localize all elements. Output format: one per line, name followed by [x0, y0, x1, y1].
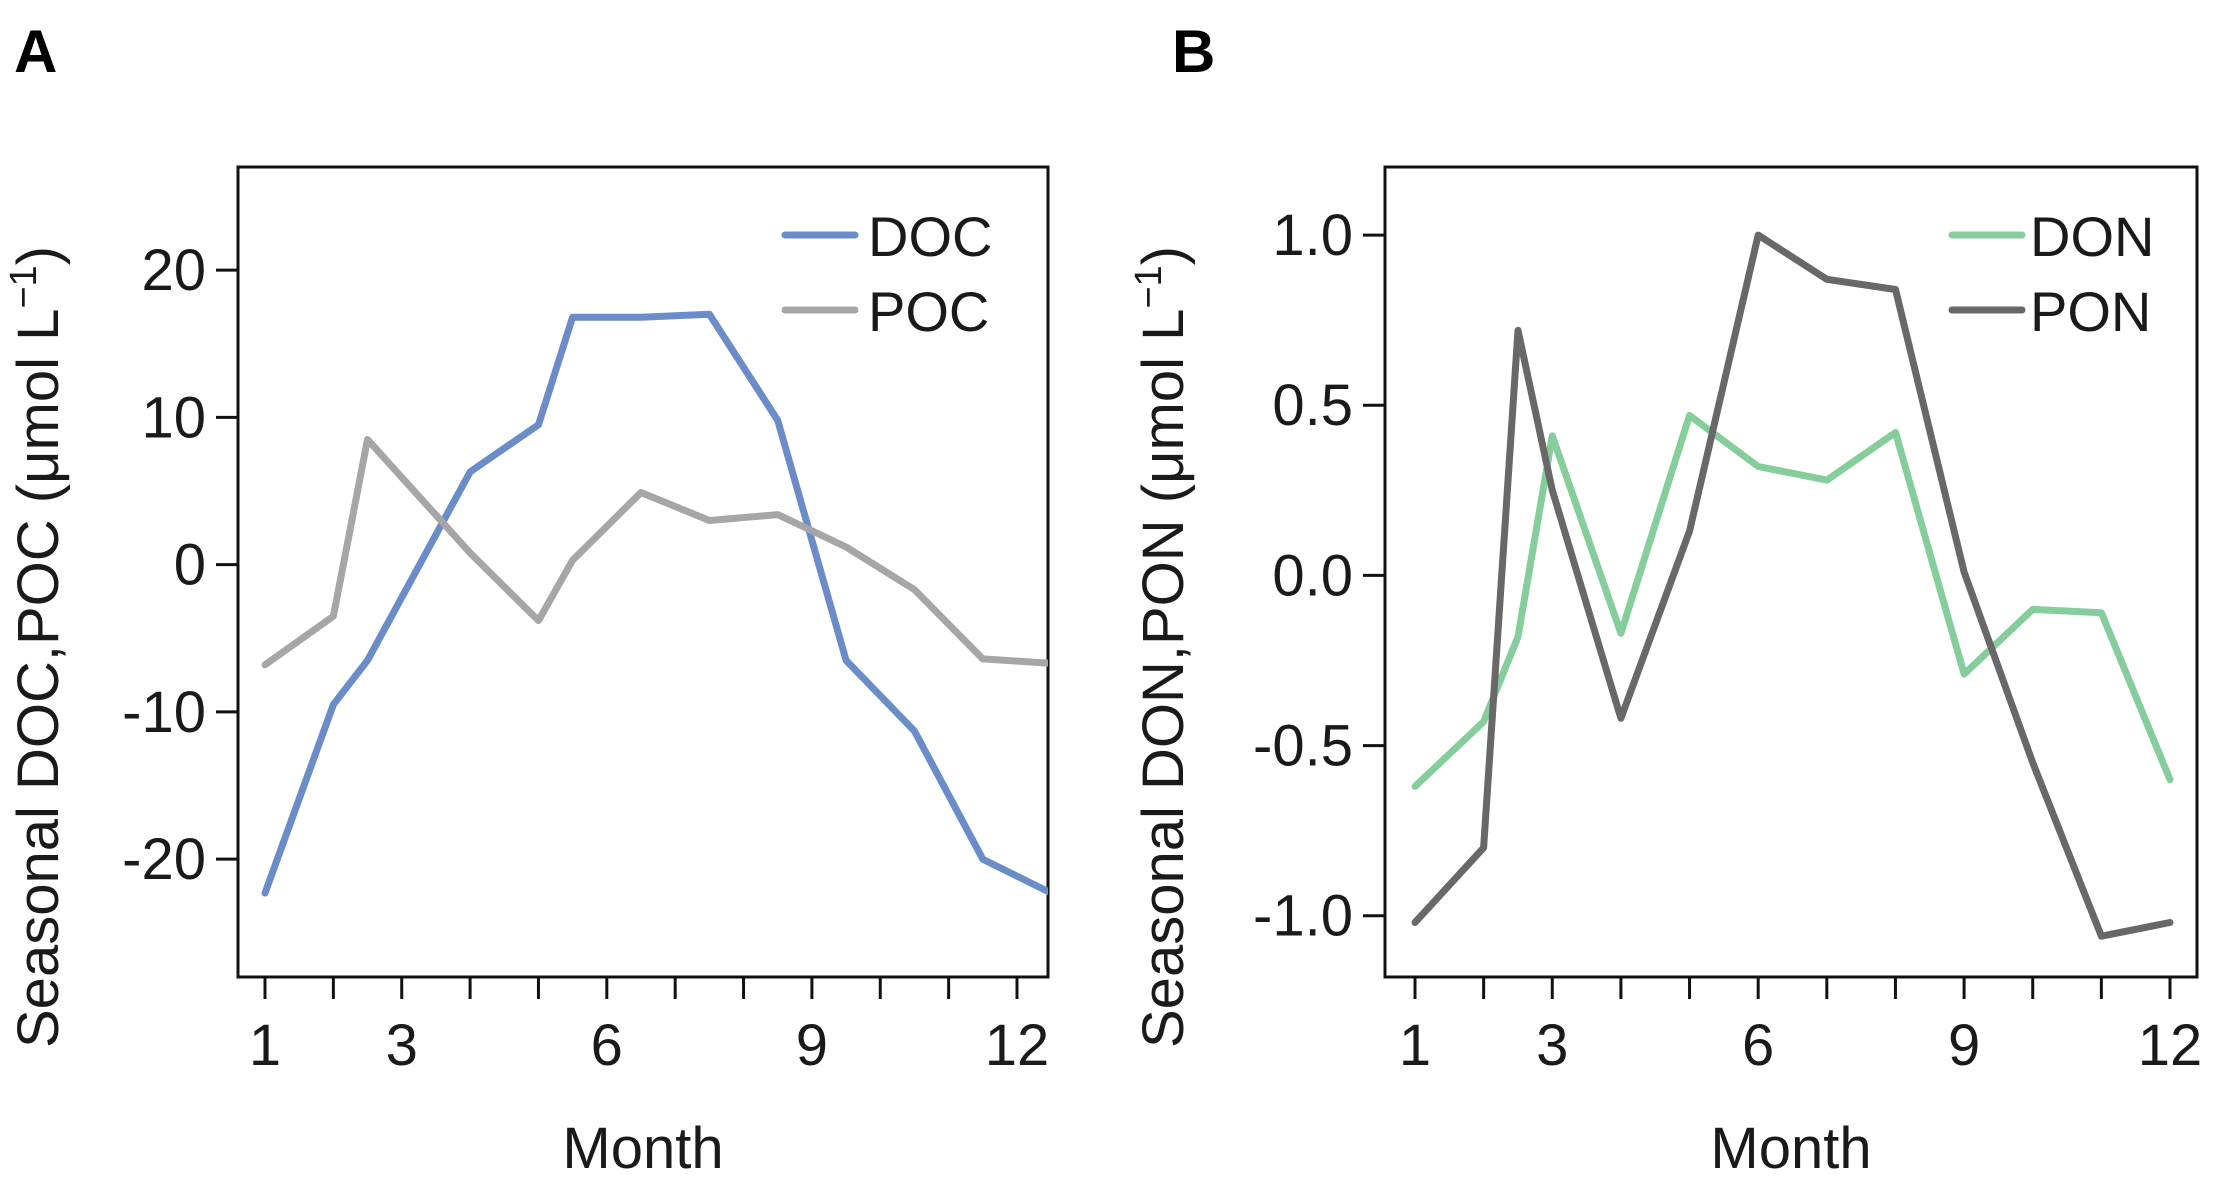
ticks-b: 1 3 6 9 12 -1.0 -0.5 0.0 0.5 1.0	[1253, 203, 2202, 1078]
x-tick-label-a-3: 3	[386, 1013, 418, 1078]
legend-label-pon: PON	[2030, 280, 2151, 343]
series-line-poc	[261, 436, 1048, 669]
x-tick-label-a-12: 12	[985, 1013, 1050, 1078]
y-axis-title-b-sup: −1	[1128, 265, 1170, 308]
y-tick-label-b-1: -0.5	[1253, 714, 1353, 779]
y-tick-label-b-2: 0.0	[1272, 543, 1353, 608]
x-tick-label-a-6: 6	[591, 1013, 623, 1078]
x-tick-label-b-3: 3	[1536, 1013, 1568, 1078]
y-tick-label-a-0: -20	[122, 827, 206, 892]
x-tick-label-b-6: 6	[1742, 1013, 1774, 1078]
legend-b: DON PON	[1948, 205, 2154, 343]
x-axis-title-a: Month	[562, 1116, 723, 1181]
legend-label-don: DON	[2030, 205, 2154, 268]
panel-label-a: A	[14, 18, 57, 85]
legend-label-poc: POC	[868, 280, 989, 343]
y-tick-label-b-0: -1.0	[1253, 884, 1353, 949]
x-tick-label-b-9: 9	[1948, 1013, 1980, 1078]
panel-label-b: B	[1172, 18, 1215, 85]
y-tick-label-a-1: -10	[122, 680, 206, 745]
y-tick-label-a-4: 20	[141, 238, 206, 303]
y-axis-title-b: Seasonal DON,PON (μmol L−1)	[1128, 246, 1196, 1048]
series-line-doc	[261, 310, 1048, 897]
y-tick-label-a-2: 0	[174, 533, 206, 598]
series-line-don	[1411, 411, 2174, 790]
y-tick-label-b-4: 1.0	[1272, 203, 1353, 268]
x-tick-label-a-1: 1	[249, 1013, 281, 1078]
y-axis-title-a: Seasonal DOC,POC (μmol L−1)	[3, 246, 71, 1048]
legend-a: DOC POC	[781, 205, 992, 343]
series-lines-a	[261, 310, 1048, 897]
x-tick-label-b-12: 12	[2138, 1013, 2203, 1078]
y-tick-label-b-3: 0.5	[1272, 373, 1353, 438]
y-axis-title-a-text: Seasonal DOC,POC (μmol L	[6, 309, 71, 1048]
x-axis-title-b: Month	[1710, 1116, 1871, 1181]
y-axis-title-a-sup: −1	[3, 265, 45, 308]
series-line-pon	[1411, 231, 2174, 940]
plot-frame-a	[236, 165, 1050, 979]
plot-frame-b	[1383, 165, 2199, 979]
panel-a: A 1 3 6 9 12 -20 -10 0 10 20 DOC POC Month Season…	[3, 18, 1050, 1181]
y-axis-title-a-close: )	[6, 246, 71, 265]
panel-b: B 1 3 6 9 12-1.0-0.50.00.51.0 DON PON Month …	[1128, 18, 2202, 1181]
ticks-a: 1 3 6 9 12 -20 -10 0 10 20	[122, 238, 1049, 1078]
y-tick-label-a-3: 10	[141, 385, 206, 450]
x-tick-label-a-9: 9	[796, 1013, 828, 1078]
legend-label-doc: DOC	[868, 205, 992, 268]
series-lines-b	[1411, 231, 2174, 940]
y-axis-title-b-text: Seasonal DON,PON (μmol L	[1131, 309, 1196, 1048]
y-axis-title-b-close: )	[1131, 246, 1196, 265]
x-tick-label-b-1: 1	[1399, 1013, 1431, 1078]
